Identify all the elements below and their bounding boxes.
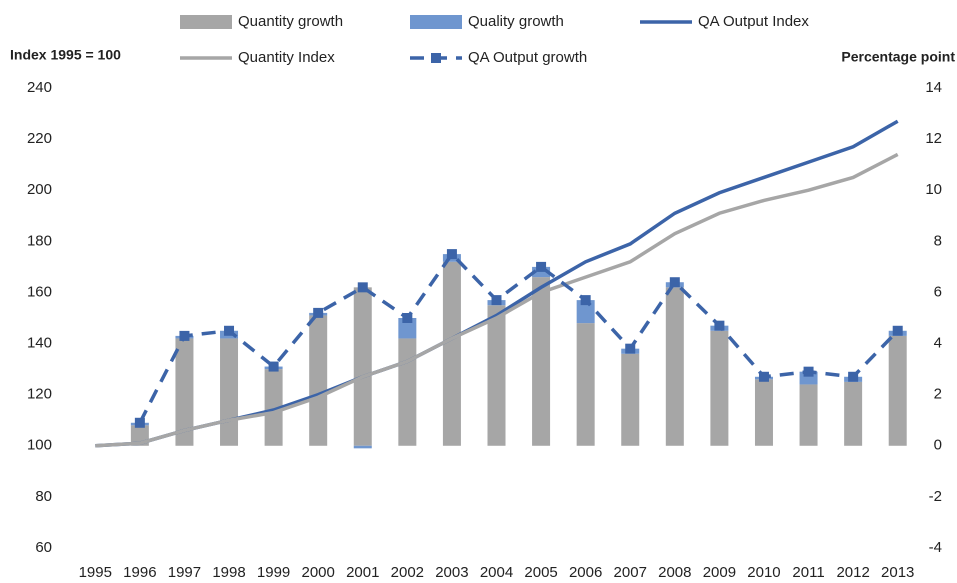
legend-label: QA Output growth: [468, 49, 587, 66]
line: [138, 251, 899, 424]
legend-label: Quality growth: [468, 13, 564, 30]
x-tick-label: 2008: [658, 564, 691, 581]
x-tick-label: 2012: [836, 564, 869, 581]
x-tick-label: 2006: [569, 564, 602, 581]
bar: [710, 330, 729, 446]
x-tick-label: 2011: [792, 564, 824, 581]
legend-swatch: [410, 15, 462, 29]
bar: [309, 315, 328, 446]
y-tick-label: 160: [27, 283, 52, 300]
y2-tick-label: 6: [934, 283, 942, 300]
y-axis-title: Index 1995 = 100: [10, 47, 121, 63]
y2-tick-label: 8: [934, 232, 942, 249]
x-tick-label: 1997: [168, 564, 201, 581]
x-tick-label: 2001: [346, 564, 379, 581]
legend-swatch: [180, 15, 232, 29]
y-tick-label: 80: [35, 488, 52, 505]
y-tick-label: 180: [27, 232, 52, 249]
marker: [848, 371, 859, 382]
marker: [669, 277, 680, 288]
marker: [179, 330, 190, 341]
marker: [402, 313, 413, 323]
marker: [313, 307, 324, 318]
bar: [532, 277, 551, 446]
x-tick-label: 1995: [79, 564, 112, 581]
marker: [357, 282, 368, 293]
marker: [892, 325, 903, 336]
bar: [576, 323, 595, 446]
x-tick-label: 1999: [257, 564, 290, 581]
y2-tick-label: 12: [925, 130, 942, 147]
x-tick-label: 2007: [614, 564, 647, 581]
y-tick-label: 60: [35, 539, 52, 556]
y-tick-label: 220: [27, 130, 52, 147]
marker: [134, 417, 145, 428]
bar: [665, 287, 684, 446]
y-tick-label: 120: [27, 386, 52, 403]
bar: [888, 335, 907, 446]
y-tick-label: 240: [27, 79, 52, 96]
y2-tick-label: 2: [934, 386, 942, 403]
x-tick-label: 2003: [435, 564, 468, 581]
legend-label: QA Output Index: [698, 13, 809, 30]
y2-tick-label: 14: [925, 79, 942, 96]
marker: [714, 320, 725, 331]
x-tick-label: 1996: [123, 564, 156, 581]
legend-label: Quantity Index: [238, 49, 335, 66]
bar: [487, 305, 506, 446]
y2-tick-label: 0: [934, 437, 942, 454]
marker: [580, 295, 591, 306]
x-tick-label: 1998: [212, 564, 245, 581]
line: [95, 152, 899, 448]
bar: [532, 266, 551, 278]
bar: [844, 381, 863, 446]
x-tick-label: 2010: [747, 564, 780, 581]
marker: [758, 371, 769, 382]
marker: [491, 295, 502, 306]
bar: [754, 379, 773, 446]
bar: [398, 338, 417, 446]
bar: [353, 445, 372, 449]
bar: [799, 384, 818, 446]
marker: [536, 261, 547, 272]
y-tick-label: 100: [27, 437, 52, 454]
legend-label: Quantity growth: [238, 13, 343, 30]
marker: [224, 325, 235, 336]
bar: [442, 261, 461, 446]
x-tick-label: 2000: [301, 564, 334, 581]
marker: [625, 343, 636, 354]
x-tick-label: 2005: [524, 564, 557, 581]
y-tick-label: 200: [27, 181, 52, 198]
y2-tick-label: -2: [929, 488, 942, 505]
bar: [621, 353, 640, 446]
marker: [446, 249, 457, 260]
legend-marker: [431, 53, 441, 63]
bar: [220, 338, 239, 446]
x-tick-label: 2009: [703, 564, 736, 581]
x-tick-label: 2013: [881, 564, 914, 581]
y2-tick-label: 10: [925, 181, 942, 198]
y2-tick-label: 4: [934, 335, 942, 352]
bar: [353, 287, 372, 446]
x-tick-label: 2004: [480, 564, 513, 581]
x-tick-label: 2002: [391, 564, 424, 581]
bar: [398, 318, 417, 339]
y2-axis-title: Percentage point: [841, 49, 955, 65]
bar: [264, 369, 283, 446]
marker: [803, 366, 814, 377]
bar: [576, 300, 595, 324]
bar: [175, 338, 194, 446]
y-tick-label: 140: [27, 335, 52, 352]
marker: [268, 361, 279, 372]
y2-tick-label: -4: [929, 539, 942, 556]
